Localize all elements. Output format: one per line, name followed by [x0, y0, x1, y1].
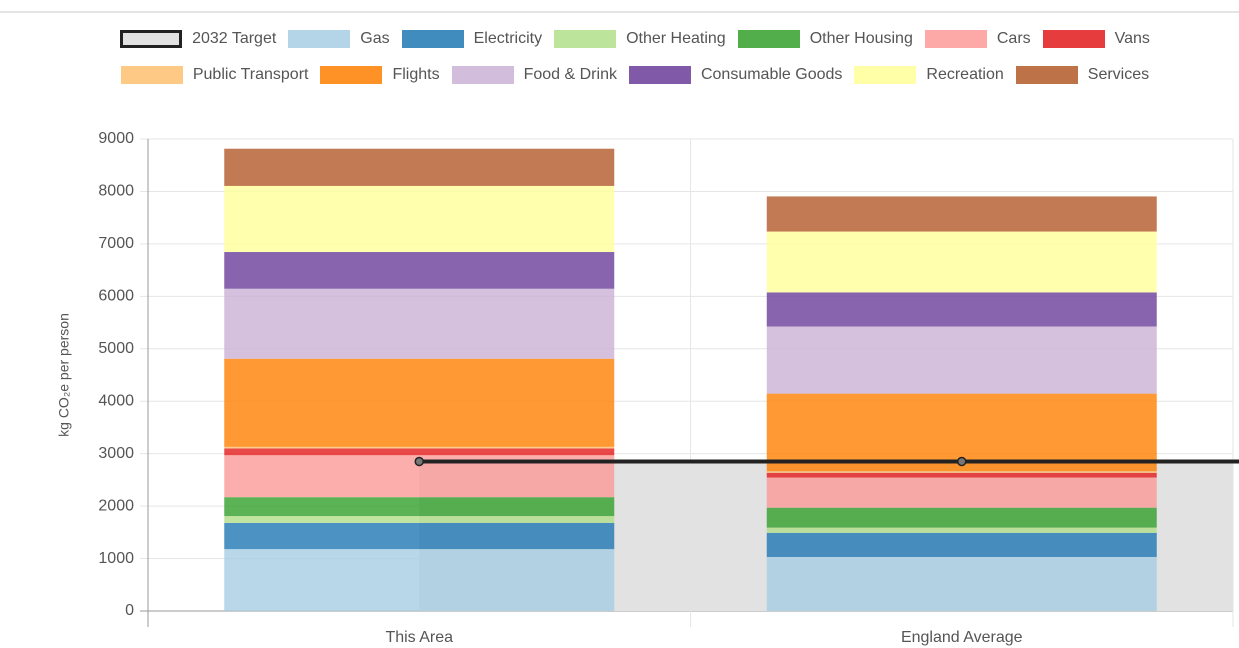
bar-segment	[224, 148, 615, 186]
x-tick-label: England Average	[901, 629, 1023, 646]
legend-label: Flights	[392, 66, 440, 83]
legend-swatch	[401, 30, 464, 48]
legend-swatch	[120, 30, 183, 48]
y-tick-label: 5000	[98, 340, 134, 357]
bar-segment	[766, 326, 1157, 394]
legend-item[interactable]: Other Housing	[737, 30, 913, 48]
bar-segment	[224, 549, 615, 611]
legend-item[interactable]: Public Transport	[120, 66, 309, 84]
legend-item[interactable]: Electricity	[401, 30, 543, 48]
legend: 2032 Target Gas Electricity Other Heating Ot…	[45, 30, 1225, 84]
bar-segment	[224, 522, 615, 550]
bar-segment	[766, 292, 1157, 327]
target-point	[957, 456, 967, 467]
bar-segment	[224, 252, 615, 289]
legend-swatch	[628, 66, 691, 84]
legend-item[interactable]: Recreation	[854, 66, 1004, 84]
y-tick-label: 7000	[98, 235, 134, 252]
bar-segment	[766, 231, 1157, 293]
legend-label: 2032 Target	[192, 30, 277, 47]
x-tick-label: This Area	[385, 629, 453, 646]
y-tick-label: 9000	[98, 130, 134, 147]
legend-label: Public Transport	[192, 66, 309, 83]
bar-segment	[766, 556, 1157, 611]
bar-segment	[224, 288, 615, 359]
y-tick-label: 8000	[98, 183, 134, 200]
legend-item[interactable]: Services	[1015, 66, 1150, 84]
legend-label: Cars	[996, 30, 1031, 47]
target-point	[414, 456, 424, 467]
legend-label: Services	[1087, 66, 1150, 83]
legend-swatch	[288, 30, 351, 48]
y-tick-label: 1000	[98, 550, 134, 567]
bar-segment	[224, 497, 615, 517]
legend-swatch	[1042, 30, 1105, 48]
y-tick-label: 0	[125, 602, 134, 619]
legend-label: Food & Drink	[523, 66, 617, 83]
bar-segment	[766, 527, 1157, 533]
legend-label: Gas	[360, 30, 390, 47]
legend-item[interactable]: Food & Drink	[451, 66, 617, 84]
legend-item[interactable]: Vans	[1042, 30, 1150, 48]
legend-label: Vans	[1114, 30, 1150, 47]
legend-swatch	[320, 66, 383, 84]
bar-segment	[766, 507, 1157, 528]
legend-swatch	[451, 66, 514, 84]
legend-swatch	[554, 30, 617, 48]
legend-label: Other Heating	[626, 30, 726, 47]
legend-label: Recreation	[926, 66, 1004, 83]
legend-swatch	[737, 30, 800, 48]
bar-segment	[224, 358, 615, 447]
y-tick-label: 3000	[98, 445, 134, 462]
bar-segment	[224, 185, 615, 253]
y-tick-label: 4000	[98, 392, 134, 409]
legend-item[interactable]: 2032 Target	[120, 30, 276, 48]
bar-segment	[766, 532, 1157, 557]
legend-label: Other Housing	[809, 30, 913, 47]
y-tick-label: 2000	[98, 497, 134, 514]
y-tick-label: 6000	[98, 288, 134, 305]
bar-segment	[766, 477, 1157, 508]
legend-label: Consumable Goods	[700, 66, 843, 83]
bar-segment	[224, 448, 615, 456]
legend-label: Electricity	[473, 30, 543, 47]
bar-segment	[224, 516, 615, 523]
legend-item[interactable]: Gas	[288, 30, 390, 48]
bar-segment	[224, 446, 615, 449]
legend-swatch	[854, 66, 917, 84]
y-axis-label: kg CO₂e per person	[56, 313, 72, 437]
legend-swatch	[120, 66, 183, 84]
bar-segment	[766, 472, 1157, 478]
legend-item[interactable]: Flights	[320, 66, 440, 84]
legend-swatch	[1015, 66, 1078, 84]
legend-item[interactable]: Cars	[924, 30, 1031, 48]
bar-segment	[766, 196, 1157, 232]
legend-item[interactable]: Consumable Goods	[628, 66, 843, 84]
bar-segment	[766, 471, 1157, 473]
legend-item[interactable]: Other Heating	[554, 30, 726, 48]
legend-swatch	[924, 30, 987, 48]
